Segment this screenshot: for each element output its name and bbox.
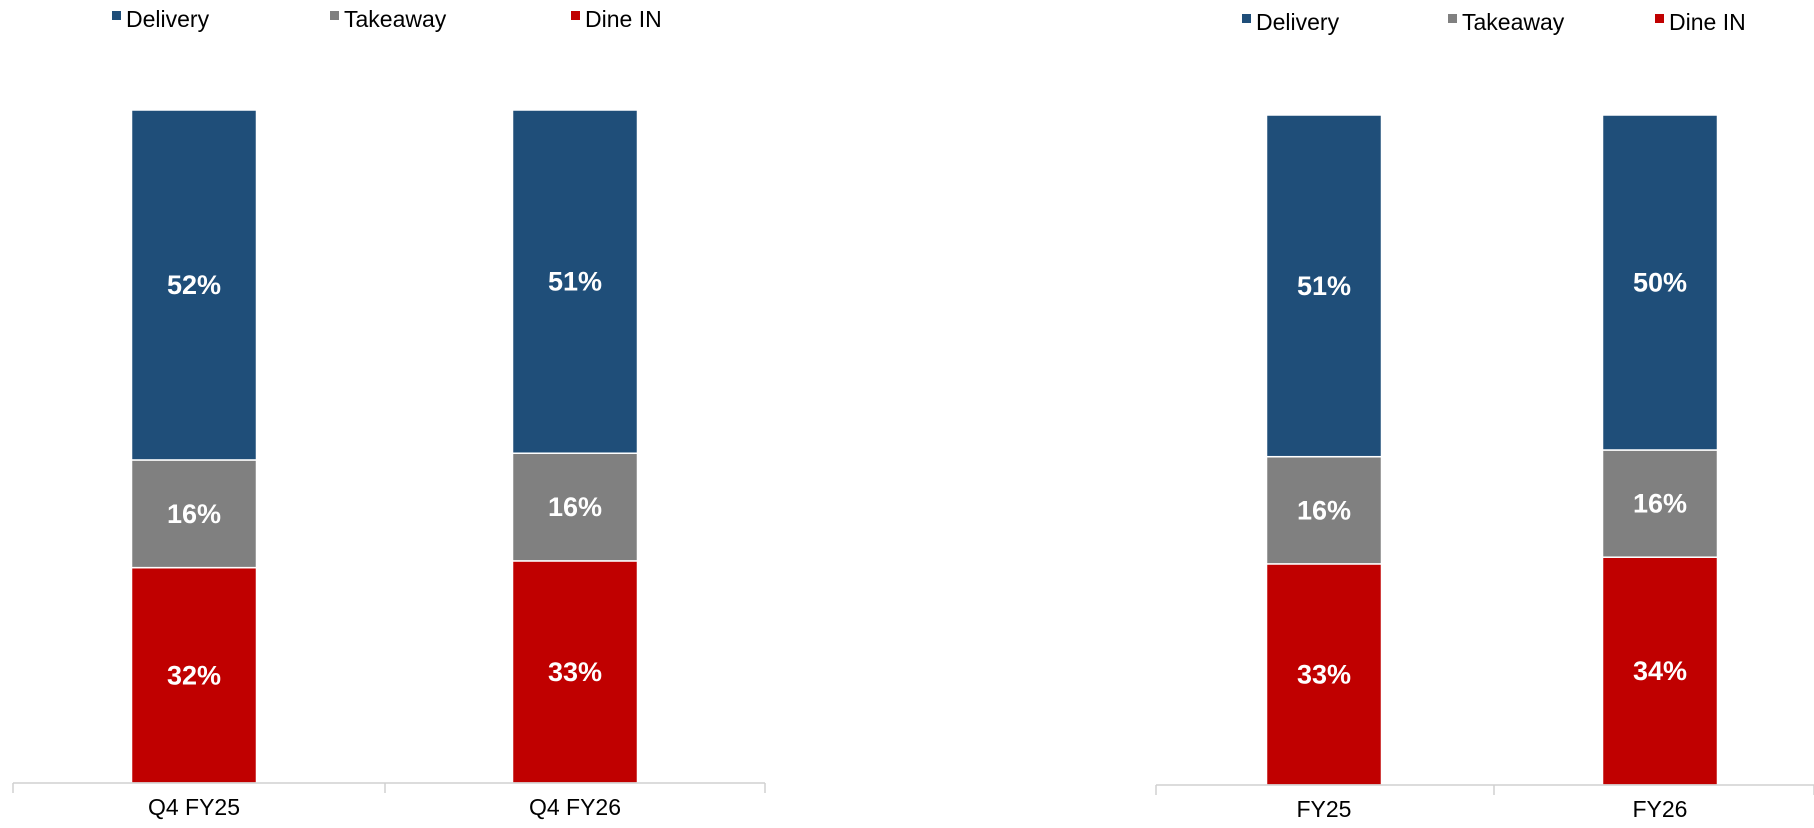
quarter-data-label-q4-fy25-dine-in: 32% <box>167 660 221 690</box>
quarter-legend-swatch-delivery <box>112 11 121 20</box>
quarter-data-label-q4-fy26-dine-in: 33% <box>548 657 602 687</box>
year-legend-swatch-takeaway <box>1448 14 1457 23</box>
quarter-bar-q4-fy26-takeaway <box>511 452 639 562</box>
year-data-label-fy26-takeaway: 16% <box>1633 489 1687 519</box>
year-legend-swatch-dine-in <box>1655 14 1664 23</box>
quarter-legend-label-takeaway: Takeaway <box>344 6 447 32</box>
channel-mix-quarter-chart-svg: Delivery Takeaway Dine IN 32% 16% 52% 33% 16% 51… <box>12 6 766 820</box>
quarter-data-label-q4-fy25-takeaway: 16% <box>167 499 221 529</box>
quarter-legend-label-delivery: Delivery <box>126 6 210 32</box>
year-legend: Delivery Takeaway Dine IN <box>1242 9 1746 35</box>
year-legend-label-dine-in: Dine IN <box>1669 9 1746 35</box>
year-x-tick-label-fy26: FY26 <box>1633 796 1688 822</box>
year-bar-fy26-delivery <box>1601 114 1719 451</box>
year-bar-fy25-delivery <box>1265 114 1383 458</box>
year-data-label-fy25-takeaway: 16% <box>1297 495 1351 525</box>
year-data-label-fy25-delivery: 51% <box>1297 271 1351 301</box>
quarter-bars: 32% 16% 52% 33% 16% 51% <box>130 109 639 784</box>
year-data-label-fy26-dine-in: 34% <box>1633 656 1687 686</box>
quarter-x-tick-label-q4-fy26: Q4 FY26 <box>529 794 621 820</box>
quarter-bar-q4-fy26-dine-in <box>511 560 639 784</box>
quarter-data-label-q4-fy26-takeaway: 16% <box>548 492 602 522</box>
channel-mix-quarter-chart: Delivery Takeaway Dine IN 32% 16% 52% 33% 16% 51… <box>0 0 780 828</box>
year-data-label-fy26-delivery: 50% <box>1633 268 1687 298</box>
quarter-legend-swatch-dine-in <box>571 11 580 20</box>
year-bar-fy25-takeaway <box>1265 455 1383 565</box>
year-data-label-fy25-dine-in: 33% <box>1297 659 1351 689</box>
year-legend-label-delivery: Delivery <box>1256 9 1340 35</box>
quarter-legend: Delivery Takeaway Dine IN <box>112 6 662 32</box>
year-bar-fy25-dine-in <box>1265 563 1383 786</box>
channel-mix-year-chart-svg: Delivery Takeaway Dine IN 33% 16% 51% 34% 16% 50… <box>1155 9 1814 822</box>
quarter-bar-q4-fy25-takeaway <box>130 459 258 569</box>
quarter-x-axis: Q4 FY25 Q4 FY26 <box>12 782 766 820</box>
year-bar-fy26-takeaway <box>1601 449 1719 558</box>
year-bars: 33% 16% 51% 34% 16% 50% <box>1265 114 1719 786</box>
year-legend-swatch-delivery <box>1242 14 1251 23</box>
year-legend-label-takeaway: Takeaway <box>1462 9 1565 35</box>
quarter-bar-q4-fy26-delivery <box>511 109 639 454</box>
year-x-tick-label-fy25: FY25 <box>1297 796 1352 822</box>
quarter-bar-q4-fy25-dine-in <box>130 566 258 784</box>
quarter-legend-label-dine-in: Dine IN <box>585 6 662 32</box>
quarter-legend-swatch-takeaway <box>330 11 339 20</box>
quarter-x-tick-label-q4-fy25: Q4 FY25 <box>148 794 240 820</box>
year-x-axis: FY25 FY26 <box>1155 784 1814 822</box>
quarter-data-label-q4-fy25-delivery: 52% <box>167 270 221 300</box>
quarter-data-label-q4-fy26-delivery: 51% <box>548 267 602 297</box>
channel-mix-year-chart: Delivery Takeaway Dine IN 33% 16% 51% 34% 16% 50… <box>1140 0 1814 828</box>
quarter-bar-q4-fy25-delivery <box>130 109 258 461</box>
